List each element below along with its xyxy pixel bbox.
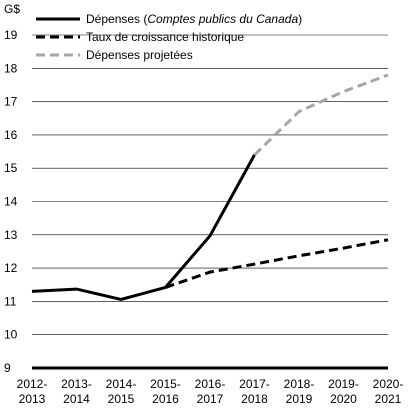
y-tick-label: 14 <box>4 195 18 209</box>
y-tick-label: 16 <box>4 128 18 142</box>
y-tick-label: 11 <box>4 294 17 308</box>
x-tick-label: 2020-2021 <box>373 377 404 406</box>
series-line-3 <box>253 73 389 156</box>
y-axis-unit-label: G$ <box>4 2 20 16</box>
series-line-2 <box>165 238 389 289</box>
y-tick-label: 10 <box>4 328 18 342</box>
y-tick-label: 15 <box>4 161 18 175</box>
y-tick-label: 13 <box>4 228 18 242</box>
y-tick-label: 18 <box>4 61 18 75</box>
x-tick-label: 2012-2013 <box>17 377 48 406</box>
x-tick-label: 2013-2014 <box>61 377 92 406</box>
x-tick-label: 2017-2018 <box>239 377 270 406</box>
series-line-1 <box>31 154 256 301</box>
x-tick-label: 2015-2016 <box>150 377 181 406</box>
y-tick-label: 17 <box>4 95 18 109</box>
x-tick-label: 2014-2015 <box>106 377 137 406</box>
y-axis-ticks: 9 10 11 12 13 14 15 16 17 18 19 <box>4 28 18 375</box>
y-tick-label: 9 <box>4 361 11 375</box>
legend-label-3: Dépenses projetées <box>86 48 193 62</box>
series-lines <box>31 73 389 301</box>
x-tick-label: 2018-2019 <box>284 377 315 406</box>
x-axis-ticks: 2012-2013 2013-2014 2014-2015 2015-2016 2016… <box>17 377 404 406</box>
x-tick-label: 2016-2017 <box>195 377 226 406</box>
gridlines <box>32 34 388 370</box>
legend-label-2: Taux de croissance historique <box>86 30 244 44</box>
x-tick-label: 2019-2020 <box>328 377 359 406</box>
legend: Dépenses (Comptes publics du Canada) Taux… <box>36 12 302 62</box>
y-tick-label: 19 <box>4 28 18 42</box>
legend-label-1: Dépenses (Comptes publics du Canada) <box>86 12 302 26</box>
y-tick-label: 12 <box>4 261 18 275</box>
